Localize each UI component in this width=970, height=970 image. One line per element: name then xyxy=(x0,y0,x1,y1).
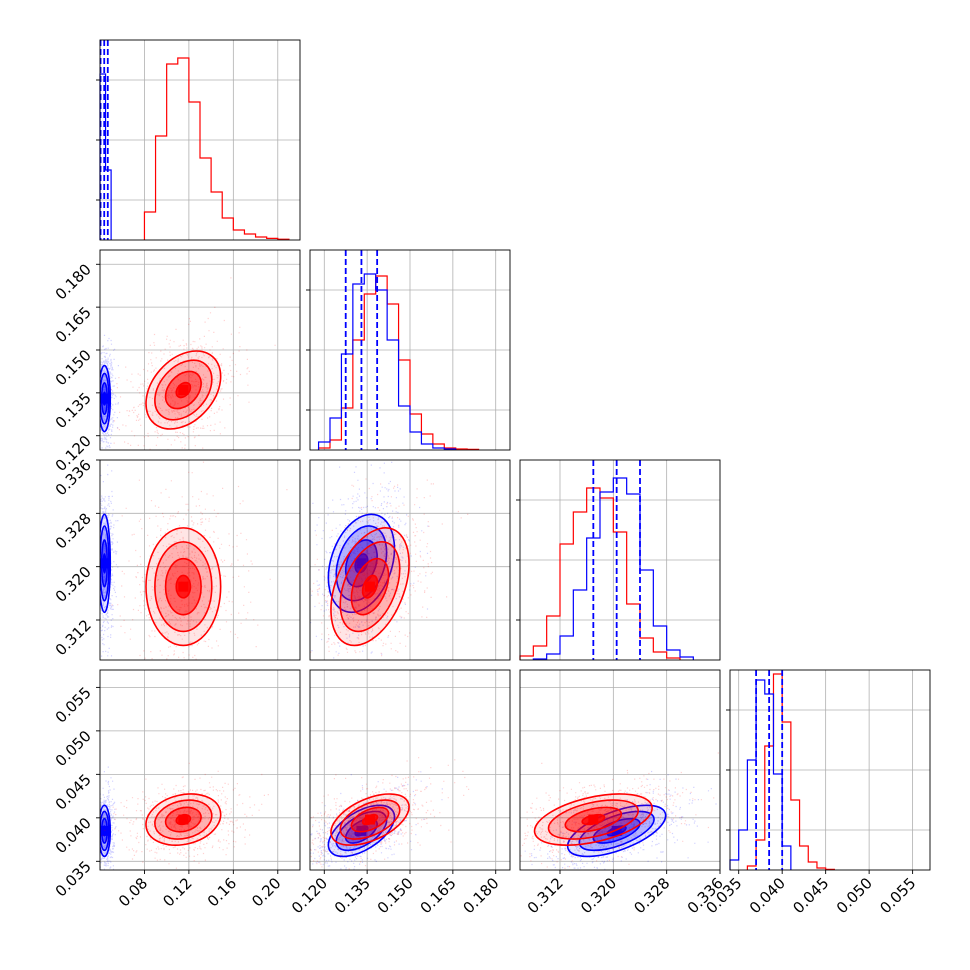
x-tick-label-1-2: 0.150 xyxy=(374,874,417,917)
x-tick-label-1-0: 0.120 xyxy=(288,874,331,917)
blue-histogram xyxy=(99,73,112,240)
scatter-panel-1-2 xyxy=(309,459,511,661)
blue-histogram xyxy=(532,477,694,660)
red-samples xyxy=(310,757,470,870)
panel-frame xyxy=(519,669,721,871)
y-tick-label-3-3: 0.050 xyxy=(52,727,95,770)
x-tick-label-2-1: 0.320 xyxy=(577,874,620,917)
x-tick-label-1-3: 0.165 xyxy=(417,874,460,917)
x-tick-label-3-4: 0.055 xyxy=(876,874,919,917)
panel-frame xyxy=(99,669,301,871)
red-samples xyxy=(104,461,288,660)
x-tick-label-0-0: 0.08 xyxy=(115,874,151,910)
x-tick-label-3-2: 0.045 xyxy=(789,874,832,917)
red-samples xyxy=(520,752,719,869)
red-histogram xyxy=(143,57,290,240)
red-peak xyxy=(588,814,599,825)
blue-samples xyxy=(100,334,119,450)
blue-peak xyxy=(356,825,367,836)
panel-frame xyxy=(309,459,511,661)
y-tick-label-2-1: 0.320 xyxy=(52,563,95,606)
y-tick-label-1-1: 0.135 xyxy=(52,389,95,432)
x-tick-label-1-1: 0.135 xyxy=(331,874,374,917)
red-peak xyxy=(178,581,189,592)
x-tick-label-3-1: 0.040 xyxy=(746,874,789,917)
blue-peak xyxy=(100,393,110,404)
x-tick-label-0-1: 0.12 xyxy=(159,874,195,910)
red-peak xyxy=(365,814,375,825)
y-tick-label-3-4: 0.055 xyxy=(52,683,95,726)
diag-panel-2 xyxy=(519,459,721,661)
diag-panel-3 xyxy=(729,669,931,871)
red-peak xyxy=(365,581,375,592)
red-peak xyxy=(178,385,189,395)
red-peak xyxy=(178,814,189,825)
x-tick-label-0-3: 0.20 xyxy=(248,874,284,910)
x-tick-label-1-4: 0.180 xyxy=(459,874,502,917)
blue-peak xyxy=(100,558,110,569)
blue-samples xyxy=(310,461,429,659)
scatter-panel-0-2 xyxy=(99,459,301,661)
diag-panel-1 xyxy=(309,249,511,451)
diag-panel-0 xyxy=(99,39,301,241)
y-tick-label-1-2: 0.150 xyxy=(52,346,95,389)
blue-samples xyxy=(100,460,119,657)
scatter-panel-2-3 xyxy=(519,669,721,871)
y-tick-label-1-3: 0.165 xyxy=(52,303,95,346)
y-tick-label-2-0: 0.312 xyxy=(52,616,95,659)
scatter-panel-0-1 xyxy=(99,249,301,451)
blue-histogram xyxy=(317,273,457,450)
x-tick-label-2-2: 0.328 xyxy=(630,874,673,917)
blue-peak xyxy=(611,825,622,836)
blue-peak xyxy=(356,558,367,569)
y-tick-label-2-2: 0.328 xyxy=(52,509,95,552)
scatter-panel-1-3 xyxy=(309,669,511,871)
panel-frame xyxy=(99,459,301,661)
x-tick-label-2-0: 0.312 xyxy=(524,874,567,917)
red-histogram xyxy=(746,673,835,870)
blue-peak xyxy=(100,825,110,836)
y-tick-label-3-1: 0.040 xyxy=(52,814,95,857)
y-tick-label-3-0: 0.035 xyxy=(52,857,95,900)
x-tick-label-0-2: 0.16 xyxy=(204,874,240,910)
y-tick-label-1-4: 0.180 xyxy=(52,260,95,303)
scatter-panel-0-3 xyxy=(99,669,301,871)
y-tick-label-3-2: 0.045 xyxy=(52,770,95,813)
x-tick-label-3-3: 0.050 xyxy=(833,874,876,917)
